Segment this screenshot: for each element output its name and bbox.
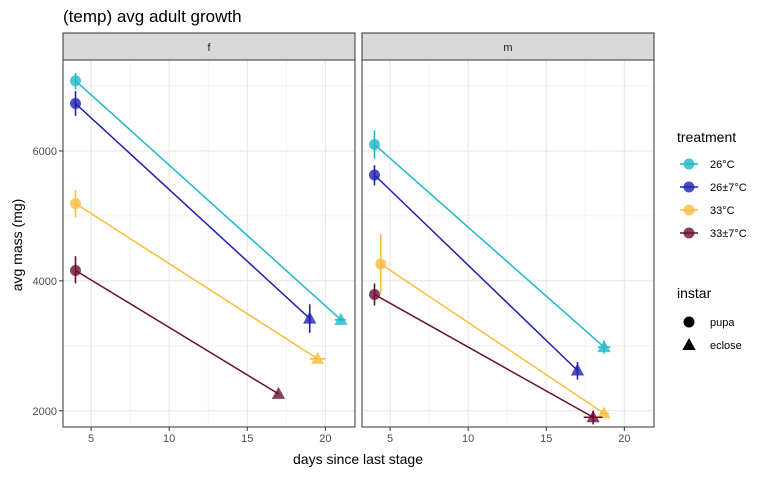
facet-strip-label: f [207, 42, 211, 54]
data-point-eclose [310, 351, 325, 364]
panel-background [362, 60, 654, 427]
y-tick-label: 4000 [33, 276, 57, 288]
legend-key-triangle [682, 338, 696, 351]
panel-background [63, 60, 355, 427]
panel-border [62, 59, 356, 428]
series-line [374, 293, 594, 418]
series-33±7°C [69, 256, 286, 399]
x-tick-label: 20 [319, 433, 331, 445]
y-axis-title: avg mass (mg) [9, 199, 25, 292]
data-point-eclose [597, 406, 611, 419]
x-tick-label: 5 [88, 433, 94, 445]
data-point-eclose [586, 410, 600, 423]
legend-item-treatment: 26±7°C [680, 181, 747, 194]
data-point-eclose [271, 386, 286, 399]
x-tick-label: 10 [462, 433, 474, 445]
legend-title-instar: instar [677, 285, 712, 301]
facet-panel-f: f 5 10 15 20 2000 4000 6000 [33, 32, 356, 445]
legend-title-treatment: treatment [677, 129, 736, 145]
data-point-pupa [69, 264, 81, 276]
data-point-pupa [368, 138, 380, 150]
series-line [74, 80, 342, 321]
data-point-pupa [375, 258, 387, 270]
series-33°C [69, 189, 326, 364]
legend-label: 26±7°C [710, 182, 747, 194]
series-line [380, 263, 605, 414]
legend-label: 33±7°C [710, 228, 747, 240]
x-tick-label: 20 [618, 433, 630, 445]
legend-item-treatment: 33°C [680, 204, 735, 217]
data-point-pupa [368, 288, 380, 300]
legend-key-circle [683, 316, 695, 328]
legend-key-point [683, 181, 695, 193]
series-33°C [375, 234, 611, 419]
series-line [74, 102, 311, 320]
facet-strip [361, 32, 655, 61]
legend-item-instar: pupa [683, 316, 735, 329]
x-tick-label: 5 [387, 433, 393, 445]
series-26±7°C [69, 91, 317, 333]
data-point-pupa [368, 169, 380, 181]
y-tick-label: 2000 [33, 406, 57, 418]
series-line [373, 174, 579, 372]
data-point-eclose [334, 312, 348, 325]
x-axis-title: days since last stage [293, 451, 423, 467]
legend-item-treatment: 33±7°C [680, 227, 747, 240]
data-point-pupa [69, 98, 81, 110]
series-33±7°C [368, 283, 603, 425]
x-tick-label: 15 [241, 433, 253, 445]
x-tick-label: 10 [163, 433, 175, 445]
series-26°C [368, 130, 611, 354]
data-point-eclose [570, 363, 585, 376]
facet-strip-label: m [503, 42, 512, 54]
x-tick-label: 15 [540, 433, 552, 445]
legend-key-point [683, 227, 695, 239]
legend-key-point [683, 204, 695, 216]
legend-label: eclose [710, 340, 742, 352]
data-point-pupa [69, 198, 81, 210]
panel-border [361, 59, 655, 428]
data-point-eclose [303, 311, 317, 324]
legend-label: 33°C [710, 205, 735, 217]
facet-panel-m: m 5 10 15 20 [361, 32, 655, 445]
series-line [75, 269, 279, 395]
data-point-eclose [597, 340, 611, 353]
series-26°C [69, 72, 348, 325]
data-point-pupa [69, 75, 81, 87]
y-tick-label: 6000 [33, 146, 57, 158]
series-26±7°C [368, 165, 585, 380]
legend: treatment 26°C 26±7°C 33°C 33±7°C instar pu… [677, 129, 747, 352]
legend-item-instar: eclose [682, 338, 742, 352]
chart-title: (temp) avg adult growth [63, 7, 242, 26]
series-line [373, 143, 605, 348]
legend-key-point [683, 158, 695, 170]
legend-label: pupa [710, 317, 735, 329]
series-line [75, 202, 318, 360]
legend-label: 26°C [710, 159, 735, 171]
facet-strip [62, 32, 356, 61]
legend-item-treatment: 26°C [680, 158, 735, 171]
